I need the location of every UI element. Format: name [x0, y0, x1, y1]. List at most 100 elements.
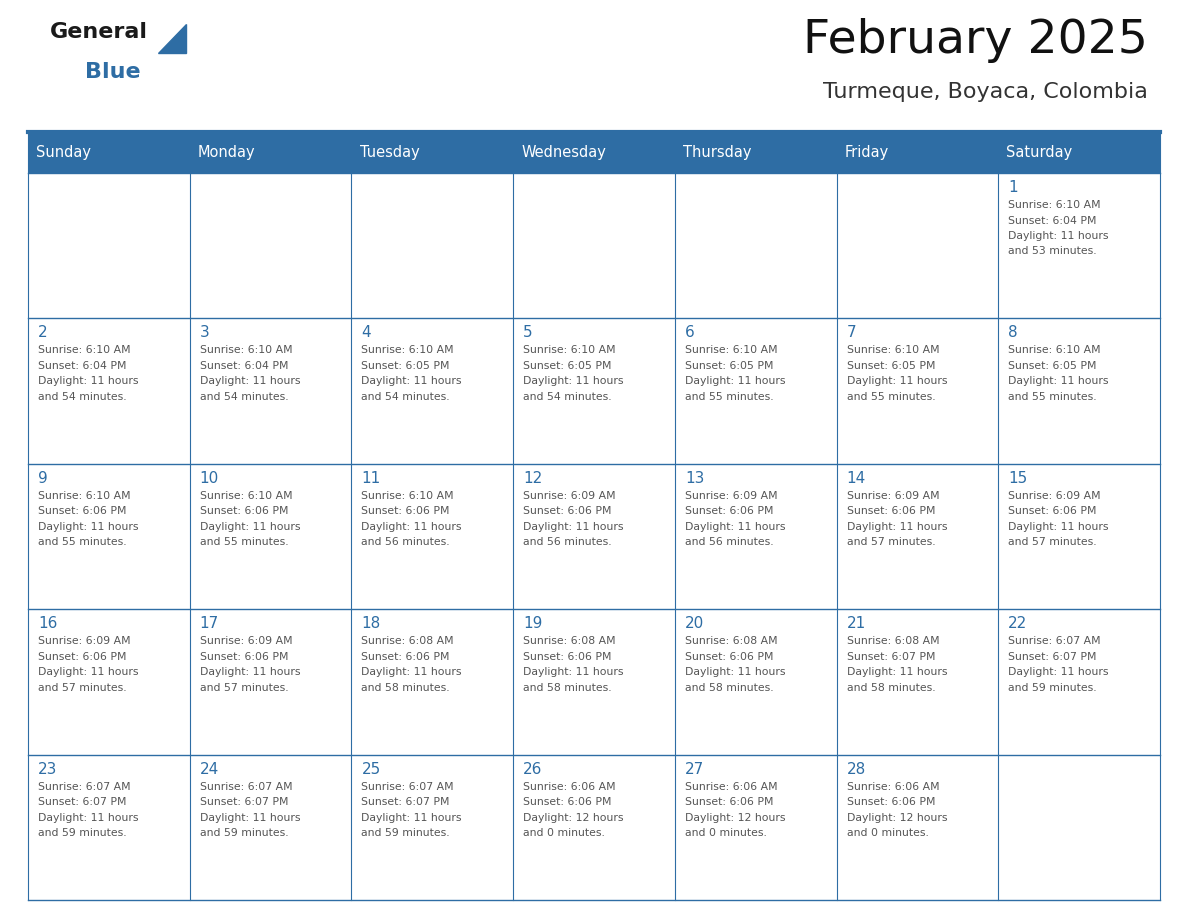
Text: Wednesday: Wednesday [522, 145, 606, 161]
Text: Sunset: 6:04 PM: Sunset: 6:04 PM [1009, 216, 1097, 226]
Text: February 2025: February 2025 [803, 18, 1148, 63]
Text: 25: 25 [361, 762, 380, 777]
Bar [675, 610, 836, 755]
Text: and 58 minutes.: and 58 minutes. [684, 683, 773, 693]
Text: Daylight: 11 hours: Daylight: 11 hours [361, 376, 462, 386]
Text: Sunset: 6:04 PM: Sunset: 6:04 PM [38, 361, 126, 371]
Text: and 58 minutes.: and 58 minutes. [847, 683, 935, 693]
Text: Daylight: 11 hours: Daylight: 11 hours [38, 667, 139, 677]
Text: 11: 11 [361, 471, 380, 486]
Bar [513, 173, 675, 319]
Text: and 59 minutes.: and 59 minutes. [200, 828, 289, 838]
Text: 13: 13 [684, 471, 704, 486]
Text: and 0 minutes.: and 0 minutes. [847, 828, 929, 838]
Bar [675, 464, 836, 610]
Text: Sunset: 6:07 PM: Sunset: 6:07 PM [1009, 652, 1097, 662]
Text: and 55 minutes.: and 55 minutes. [200, 537, 289, 547]
Text: Sunrise: 6:06 AM: Sunrise: 6:06 AM [847, 781, 940, 791]
Text: Sunset: 6:05 PM: Sunset: 6:05 PM [684, 361, 773, 371]
Text: Sunrise: 6:10 AM: Sunrise: 6:10 AM [38, 491, 131, 501]
Text: Sunset: 6:06 PM: Sunset: 6:06 PM [684, 797, 773, 807]
Text: and 54 minutes.: and 54 minutes. [361, 392, 450, 402]
Text: Sunrise: 6:08 AM: Sunrise: 6:08 AM [847, 636, 940, 646]
Text: 20: 20 [684, 616, 704, 632]
Text: Daylight: 11 hours: Daylight: 11 hours [684, 521, 785, 532]
Text: 18: 18 [361, 616, 380, 632]
Text: Sunset: 6:06 PM: Sunset: 6:06 PM [523, 652, 612, 662]
Text: Daylight: 11 hours: Daylight: 11 hours [361, 521, 462, 532]
Text: Sunset: 6:06 PM: Sunset: 6:06 PM [1009, 507, 1097, 516]
Text: 19: 19 [523, 616, 543, 632]
Bar [998, 319, 1159, 464]
Text: Sunrise: 6:07 AM: Sunrise: 6:07 AM [1009, 636, 1101, 646]
Text: Monday: Monday [197, 145, 255, 161]
Text: and 57 minutes.: and 57 minutes. [1009, 537, 1097, 547]
Text: and 55 minutes.: and 55 minutes. [847, 392, 935, 402]
Bar [352, 173, 513, 319]
Bar [836, 755, 998, 900]
Text: Sunrise: 6:07 AM: Sunrise: 6:07 AM [200, 781, 292, 791]
Text: Sunset: 6:06 PM: Sunset: 6:06 PM [38, 652, 126, 662]
Text: Sunrise: 6:08 AM: Sunrise: 6:08 AM [523, 636, 615, 646]
Text: and 59 minutes.: and 59 minutes. [361, 828, 450, 838]
Bar [998, 464, 1159, 610]
Text: Daylight: 11 hours: Daylight: 11 hours [523, 521, 624, 532]
Text: Daylight: 11 hours: Daylight: 11 hours [38, 812, 139, 823]
Text: Daylight: 11 hours: Daylight: 11 hours [847, 667, 947, 677]
Text: Sunrise: 6:09 AM: Sunrise: 6:09 AM [200, 636, 292, 646]
Text: Sunset: 6:06 PM: Sunset: 6:06 PM [38, 507, 126, 516]
Text: Sunset: 6:05 PM: Sunset: 6:05 PM [361, 361, 450, 371]
Text: and 54 minutes.: and 54 minutes. [38, 392, 127, 402]
Text: and 57 minutes.: and 57 minutes. [200, 683, 289, 693]
Text: Daylight: 11 hours: Daylight: 11 hours [684, 376, 785, 386]
Text: Daylight: 11 hours: Daylight: 11 hours [38, 376, 139, 386]
Text: Sunset: 6:07 PM: Sunset: 6:07 PM [847, 652, 935, 662]
Text: Sunset: 6:06 PM: Sunset: 6:06 PM [847, 507, 935, 516]
Bar [836, 610, 998, 755]
Text: 6: 6 [684, 325, 695, 341]
Text: Sunrise: 6:09 AM: Sunrise: 6:09 AM [523, 491, 615, 501]
Text: Sunset: 6:06 PM: Sunset: 6:06 PM [200, 507, 289, 516]
Text: and 56 minutes.: and 56 minutes. [523, 537, 612, 547]
Bar [29, 464, 190, 610]
Bar [190, 610, 352, 755]
Bar [352, 319, 513, 464]
Bar [352, 610, 513, 755]
Text: Sunset: 6:05 PM: Sunset: 6:05 PM [1009, 361, 1097, 371]
Text: 4: 4 [361, 325, 371, 341]
Text: Sunset: 6:06 PM: Sunset: 6:06 PM [523, 507, 612, 516]
Text: Daylight: 11 hours: Daylight: 11 hours [361, 812, 462, 823]
Text: and 56 minutes.: and 56 minutes. [684, 537, 773, 547]
Text: Sunset: 6:06 PM: Sunset: 6:06 PM [523, 797, 612, 807]
Text: Sunrise: 6:06 AM: Sunrise: 6:06 AM [523, 781, 615, 791]
Text: Sunrise: 6:09 AM: Sunrise: 6:09 AM [1009, 491, 1101, 501]
Text: Blue: Blue [86, 62, 140, 82]
Bar [998, 173, 1159, 319]
Text: Sunset: 6:07 PM: Sunset: 6:07 PM [38, 797, 126, 807]
Text: 16: 16 [38, 616, 57, 632]
Text: 7: 7 [847, 325, 857, 341]
Text: and 56 minutes.: and 56 minutes. [361, 537, 450, 547]
Bar [190, 464, 352, 610]
Text: Thursday: Thursday [683, 145, 752, 161]
Text: and 54 minutes.: and 54 minutes. [200, 392, 289, 402]
Text: Sunrise: 6:09 AM: Sunrise: 6:09 AM [684, 491, 777, 501]
Text: and 53 minutes.: and 53 minutes. [1009, 247, 1097, 256]
Bar [675, 755, 836, 900]
Text: Sunrise: 6:07 AM: Sunrise: 6:07 AM [38, 781, 131, 791]
Text: Sunset: 6:06 PM: Sunset: 6:06 PM [684, 507, 773, 516]
Text: Daylight: 11 hours: Daylight: 11 hours [361, 667, 462, 677]
Text: and 57 minutes.: and 57 minutes. [847, 537, 935, 547]
Text: Daylight: 11 hours: Daylight: 11 hours [1009, 667, 1108, 677]
Text: Sunrise: 6:08 AM: Sunrise: 6:08 AM [684, 636, 777, 646]
Bar [513, 464, 675, 610]
Text: 9: 9 [38, 471, 48, 486]
Bar [29, 610, 190, 755]
Text: Daylight: 11 hours: Daylight: 11 hours [1009, 376, 1108, 386]
Text: 23: 23 [38, 762, 57, 777]
Text: Sunset: 6:05 PM: Sunset: 6:05 PM [847, 361, 935, 371]
Text: General: General [50, 22, 148, 42]
Text: Daylight: 11 hours: Daylight: 11 hours [200, 812, 301, 823]
Bar [998, 610, 1159, 755]
Bar [513, 610, 675, 755]
